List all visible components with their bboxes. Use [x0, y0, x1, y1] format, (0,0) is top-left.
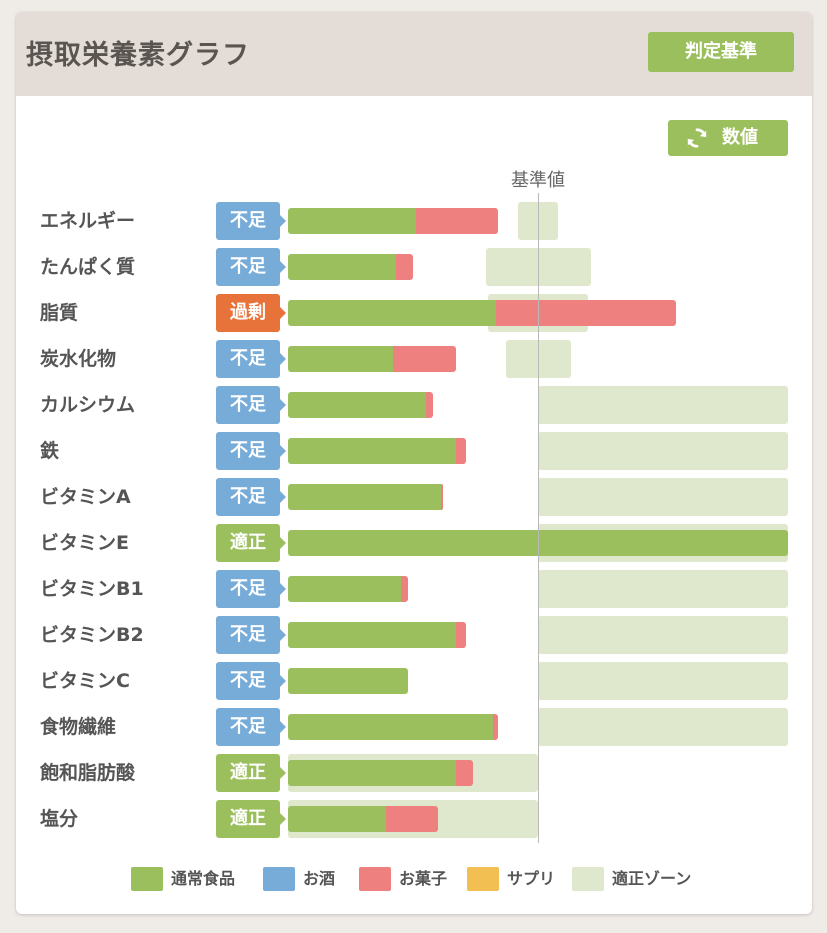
legend-swatch	[467, 867, 499, 891]
bar-snack	[400, 576, 408, 602]
bar-snack	[455, 760, 473, 786]
optimal-zone	[538, 662, 788, 700]
bar-snack	[440, 484, 443, 510]
status-badge: 不足	[216, 432, 286, 470]
status-badge: 不足	[216, 662, 286, 700]
legend-label: 通常食品	[171, 869, 236, 888]
chart-legend: 通常食品 お酒 お菓子 サプリ 適正ゾーン	[16, 864, 812, 894]
bar-food	[288, 760, 456, 786]
value-toggle-button[interactable]: 数値	[668, 120, 788, 156]
legend-label: お酒	[303, 869, 336, 888]
optimal-zone	[538, 570, 788, 608]
bar-snack	[393, 346, 456, 372]
status-badge: 不足	[216, 386, 286, 424]
nutrient-label: ビタミンC	[40, 670, 130, 692]
nutrient-label: たんぱく質	[40, 256, 136, 278]
nutrient-label: エネルギー	[40, 210, 136, 232]
bar-food	[288, 300, 496, 326]
bar-snack	[495, 300, 676, 326]
status-badge: 不足	[216, 340, 286, 378]
status-badge: 適正	[216, 800, 286, 838]
bar-snack	[385, 806, 438, 832]
nutrient-label: カルシウム	[40, 394, 136, 416]
nutrient-graph-card: 摂取栄養素グラフ 判定基準 数値 基準値 エネルギー 不足 たんぱく質 不足 脂質 過剰炭…	[16, 12, 812, 914]
optimal-zone	[538, 616, 788, 654]
reference-line	[538, 193, 539, 843]
legend-label: お菓子	[399, 869, 448, 888]
status-badge: 不足	[216, 708, 286, 746]
bar-food	[288, 392, 426, 418]
status-badge: 適正	[216, 524, 286, 562]
optimal-zone	[538, 708, 788, 746]
status-badge: 適正	[216, 754, 286, 792]
reference-label: 基準値	[511, 170, 565, 191]
bar-snack	[455, 438, 466, 464]
nutrient-label: 炭水化物	[40, 348, 117, 370]
bar-food	[288, 806, 386, 832]
status-badge: 過剰	[216, 294, 286, 332]
bar-food	[288, 346, 393, 372]
status-badge: 不足	[216, 248, 286, 286]
nutrient-label: 脂質	[40, 302, 79, 324]
legend-label: サプリ	[507, 869, 556, 888]
bar-snack	[395, 254, 413, 280]
optimal-zone	[538, 386, 788, 424]
bar-food	[288, 714, 493, 740]
legend-swatch	[263, 867, 295, 891]
bar-food	[288, 484, 441, 510]
bar-food	[288, 254, 396, 280]
value-button-label: 数値	[722, 127, 758, 148]
refresh-icon	[687, 128, 707, 148]
bar-snack	[493, 714, 498, 740]
nutrient-label: 食物繊維	[40, 716, 117, 738]
nutrient-label: 飽和脂肪酸	[40, 762, 136, 784]
nutrient-label: ビタミンB2	[40, 624, 144, 646]
legend-label: 適正ゾーン	[612, 869, 692, 888]
bar-food	[288, 438, 456, 464]
nutrient-label: ビタミンE	[40, 532, 129, 554]
card-header: 摂取栄養素グラフ 判定基準	[16, 12, 812, 96]
optimal-zone	[538, 478, 788, 516]
nutrient-bar-chart: 基準値 エネルギー 不足 たんぱく質 不足 脂質 過剰 炭水化物 不足 カルシウム 不足鉄不足 ビタ…	[16, 12, 812, 914]
bar-food	[288, 208, 416, 234]
legend-swatch	[572, 867, 604, 891]
status-badge: 不足	[216, 570, 286, 608]
nutrient-label: ビタミンB1	[40, 578, 144, 600]
nutrient-label: 鉄	[40, 440, 60, 462]
nutrient-label: ビタミンA	[40, 486, 131, 508]
bar-food	[288, 622, 456, 648]
bar-snack	[455, 622, 466, 648]
nutrient-label: 塩分	[40, 808, 79, 830]
status-badge: 不足	[216, 202, 286, 240]
status-badge: 不足	[216, 616, 286, 654]
page-title: 摂取栄養素グラフ	[26, 40, 250, 71]
criteria-button[interactable]: 判定基準	[648, 32, 794, 72]
bar-food	[288, 668, 408, 694]
optimal-zone	[538, 432, 788, 470]
legend-swatch	[131, 867, 163, 891]
legend-swatch	[359, 867, 391, 891]
status-badge: 不足	[216, 478, 286, 516]
bar-food	[288, 576, 401, 602]
bar-snack	[425, 392, 433, 418]
bar-snack	[415, 208, 498, 234]
